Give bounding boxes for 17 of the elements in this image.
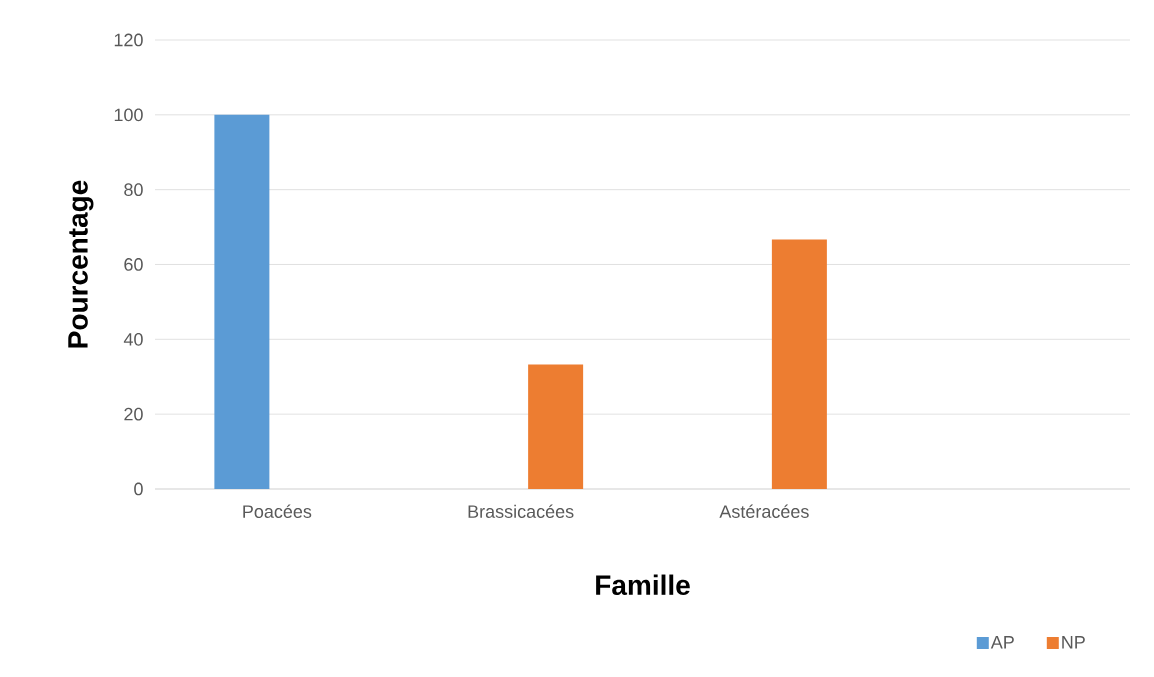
x-tick-label: Brassicacées [468,504,574,518]
bar [214,114,270,489]
legend-label: NP [1062,636,1085,649]
x-axis-title: Famille [596,574,690,596]
bar [528,364,584,489]
x-tick-label: Astéracées [719,504,809,518]
y-tick-label: 20 [124,407,143,421]
y-tick-label: 120 [114,33,143,47]
y-tick-label: 100 [114,108,143,122]
bar [771,239,827,489]
x-tick-label: Poacées [243,504,312,518]
legend-label: AP [990,636,1014,649]
y-tick-label: 60 [124,258,143,271]
y-tick-label: 0 [134,482,143,496]
y-tick-label: 80 [124,183,143,197]
y-axis-title: Pourcentage [68,180,94,348]
y-tick-label: 40 [123,332,143,346]
